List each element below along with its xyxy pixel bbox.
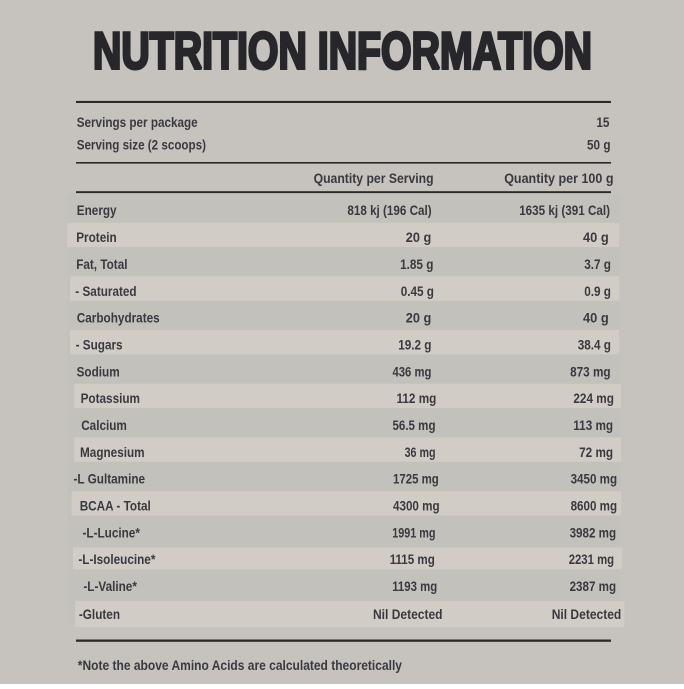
svg-text:38.4 g: 38.4 g (578, 337, 611, 352)
svg-text:4300 mg: 4300 mg (393, 499, 440, 514)
svg-text:40 g: 40 g (583, 311, 609, 326)
svg-text:Nil Detected: Nil Detected (552, 607, 622, 622)
svg-text:72 mg: 72 mg (579, 445, 613, 460)
svg-text:Quantity per Serving: Quantity per Serving (314, 171, 434, 186)
svg-text:50 g: 50 g (587, 137, 611, 152)
svg-text:*Note the above Amino Acids ar: *Note the above Amino Acids are calculat… (78, 658, 403, 673)
svg-text:56.5 mg: 56.5 mg (393, 418, 436, 433)
svg-text:Energy: Energy (77, 203, 117, 218)
svg-text:3982 mg: 3982 mg (570, 525, 617, 540)
svg-text:NUTRITION INFORMATION: NUTRITION INFORMATION (93, 22, 592, 80)
svg-text:1725 mg: 1725 mg (393, 472, 439, 487)
svg-text:436 mg: 436 mg (393, 364, 432, 379)
svg-text:1115 mg: 1115 mg (390, 552, 435, 567)
svg-text:Magnesium: Magnesium (80, 445, 145, 460)
svg-text:224 mg: 224 mg (573, 391, 614, 406)
svg-text:Sodium: Sodium (77, 364, 120, 379)
svg-text:3450 mg: 3450 mg (571, 472, 618, 487)
svg-text:2387 mg: 2387 mg (570, 579, 617, 594)
svg-text:0.9 g: 0.9 g (584, 284, 611, 299)
svg-text:3.7 g: 3.7 g (584, 257, 611, 272)
svg-text:-L-Isoleucine*: -L-Isoleucine* (78, 552, 156, 567)
svg-text:112 mg: 112 mg (397, 391, 437, 406)
svg-text:15: 15 (596, 115, 610, 130)
svg-text:1635 kj (391 Cal): 1635 kj (391 Cal) (519, 203, 610, 218)
svg-text:1.85 g: 1.85 g (400, 257, 433, 272)
svg-text:Calcium: Calcium (81, 418, 127, 433)
svg-text:2231 mg: 2231 mg (569, 552, 614, 567)
svg-text:Fat, Total: Fat, Total (76, 257, 127, 272)
svg-text:-L-Lucine*: -L-Lucine* (83, 525, 141, 540)
svg-text:36 mg: 36 mg (405, 445, 436, 460)
svg-text:-Gluten: -Gluten (79, 607, 120, 622)
svg-text:Servings per package: Servings per package (77, 115, 198, 130)
svg-text:1193 mg: 1193 mg (392, 579, 437, 594)
svg-text:40 g: 40 g (583, 230, 609, 245)
svg-text:8600 mg: 8600 mg (571, 499, 618, 514)
svg-text:Serving size (2 scoops): Serving size (2 scoops) (77, 137, 206, 152)
svg-text:19.2 g: 19.2 g (398, 337, 431, 352)
svg-text:Carbohydrates: Carbohydrates (77, 311, 160, 326)
svg-text:873 mg: 873 mg (570, 364, 611, 379)
svg-text:818 kj (196 Cal): 818 kj (196 Cal) (347, 203, 431, 218)
svg-text:Nil Detected: Nil Detected (373, 607, 443, 622)
svg-text:20 g: 20 g (406, 230, 432, 245)
svg-text:20 g: 20 g (406, 311, 432, 326)
svg-text:113 mg: 113 mg (573, 418, 613, 433)
svg-text:-L-Valine*: -L-Valine* (83, 579, 137, 594)
svg-text:Quantity per 100 g: Quantity per 100 g (504, 171, 613, 186)
svg-text:- Saturated: - Saturated (75, 284, 136, 299)
svg-text:1991 mg: 1991 mg (392, 525, 435, 540)
svg-text:Potassium: Potassium (81, 391, 140, 406)
svg-text:-L Gultamine: -L Gultamine (74, 472, 146, 487)
svg-text:- Sugars: - Sugars (76, 337, 123, 352)
svg-text:Protein: Protein (76, 230, 117, 245)
svg-text:BCAA - Total: BCAA - Total (80, 499, 151, 514)
svg-text:0.45 g: 0.45 g (401, 284, 434, 299)
